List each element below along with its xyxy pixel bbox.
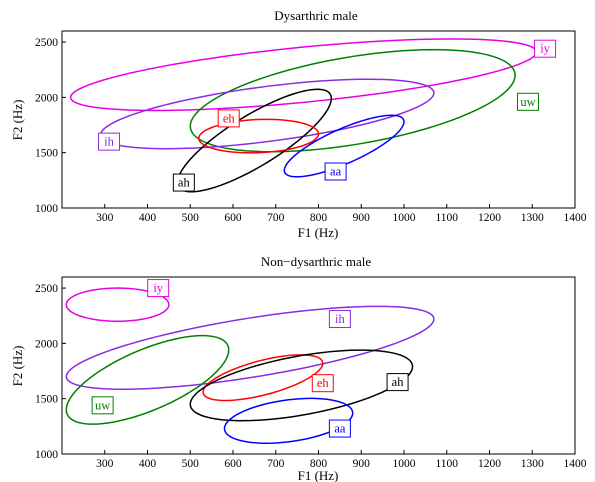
ellipse-ah: [189, 349, 414, 422]
ellipse-layer: [65, 287, 435, 444]
vowel-label-text: uw: [520, 95, 535, 109]
x-tick-label: 700: [267, 458, 285, 470]
x-axis-label: F1 (Hz): [298, 468, 339, 482]
y-tick-label: 2500: [35, 37, 58, 49]
vowel-label-box: [328, 310, 351, 329]
y-tick-label: 2000: [35, 92, 58, 104]
x-tick-label: 400: [139, 458, 157, 470]
y-axis-label: F2 (Hz): [10, 346, 25, 387]
x-tick-label: 1200: [478, 458, 501, 470]
vowel-label-aa: aa: [328, 419, 351, 438]
y-tick-label: 1000: [35, 203, 58, 215]
x-tick-label: 1300: [521, 212, 544, 224]
vowel-label-uw: uw: [91, 396, 114, 415]
x-tick-label: 1000: [393, 458, 416, 470]
x-tick-label: 800: [310, 458, 328, 470]
y-tick-label: 1000: [35, 449, 58, 461]
vowel-label-ah: ah: [386, 373, 409, 392]
vowel-label-text: ah: [392, 375, 405, 389]
x-tick-label: 900: [353, 212, 371, 224]
ellipse-iy: [69, 38, 538, 112]
vowel-label-text: eh: [317, 376, 330, 390]
vowel-label-box: [311, 374, 334, 393]
vowel-label-text: aa: [330, 164, 342, 178]
y-axis-label: F2 (Hz): [10, 100, 25, 141]
ellipse-eh: [198, 118, 320, 154]
x-tick-label: 500: [182, 212, 200, 224]
y-tick-label: 2000: [35, 338, 58, 350]
vowel-label-box: [534, 39, 557, 58]
x-tick-label: 600: [224, 458, 242, 470]
vowel-label-ih: ih: [98, 132, 121, 151]
x-tick-label: 600: [224, 212, 242, 224]
vowel-label-box: [98, 132, 121, 151]
dysarthric-panel: Dysarthric male F1 (Hz) F2 (Hz) 300 400 50…: [10, 8, 587, 240]
vowel-label-text: aa: [334, 422, 346, 436]
vowel-label-eh: eh: [311, 374, 334, 393]
vowel-label-text: ih: [335, 312, 345, 326]
vowel-label-ah: ah: [172, 173, 195, 192]
vowel-label-box: [217, 109, 240, 128]
panel-title: Non−dysarthric male: [261, 254, 371, 269]
vowel-label-box: [91, 396, 114, 415]
vowel-label-box: [516, 92, 539, 111]
ellipse-ih: [99, 78, 435, 150]
ellipse-iy: [65, 287, 170, 323]
vowel-label-text: eh: [223, 111, 236, 125]
vowel-label-text: uw: [95, 398, 110, 412]
vowel-label-eh: eh: [217, 109, 240, 128]
vowel-label-box: [147, 279, 170, 298]
ellipse-uw: [65, 334, 230, 425]
vowel-label-box: [324, 162, 347, 181]
x-tick-label: 1100: [435, 458, 458, 470]
y-tick-label: 2500: [35, 283, 58, 295]
ellipse-layer: [69, 38, 538, 193]
x-tick-label: 800: [310, 212, 328, 224]
vowel-label-box: [386, 373, 409, 392]
x-tick-label: 900: [353, 458, 371, 470]
x-tick-label: 300: [96, 212, 114, 224]
x-tick-label: 500: [182, 458, 200, 470]
vowel-label-box: [172, 173, 195, 192]
vowel-label-text: ih: [104, 135, 114, 149]
x-tick-label: 400: [139, 212, 157, 224]
y-tick-label: 1500: [35, 394, 58, 406]
vowel-label-iy: iy: [534, 39, 557, 58]
panel-title: Dysarthric male: [274, 8, 358, 23]
x-tick-label: 1400: [564, 458, 587, 470]
x-tick-label: 1000: [393, 212, 416, 224]
vowel-label-box: [328, 419, 351, 438]
ellipse-eh: [202, 354, 324, 402]
vowel-label-ih: ih: [328, 310, 351, 329]
x-axis-label: F1 (Hz): [298, 225, 339, 240]
vowel-label-uw: uw: [516, 92, 539, 111]
x-tick-label: 1200: [478, 212, 501, 224]
non-dysarthric-panel: Non−dysarthric male F1 (Hz) F2 (Hz) 300 4…: [10, 254, 587, 482]
ellipse-ih: [65, 305, 435, 391]
vowel-label-iy: iy: [147, 279, 170, 298]
y-tick-label: 1500: [35, 148, 58, 160]
ellipse-aa: [223, 397, 354, 444]
vowel-label-aa: aa: [324, 162, 347, 181]
vowel-label-text: iy: [540, 42, 550, 56]
ellipse-uw: [189, 48, 516, 153]
x-tick-label: 1100: [435, 212, 458, 224]
vowel-label-text: ah: [178, 176, 191, 190]
x-tick-label: 300: [96, 458, 114, 470]
x-tick-label: 1400: [564, 212, 587, 224]
ellipse-aa: [283, 114, 405, 178]
x-tick-label: 700: [267, 212, 285, 224]
x-tick-label: 1300: [521, 458, 544, 470]
vowel-label-text: iy: [153, 281, 163, 295]
